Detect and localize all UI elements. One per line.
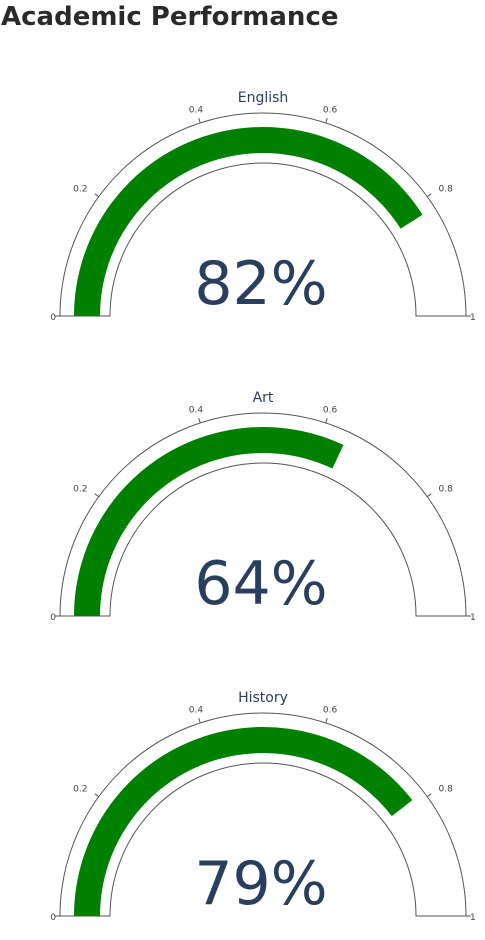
gauge-tick <box>325 718 328 724</box>
gauge-tick-label: 0.8 <box>439 484 454 494</box>
gauge-tick <box>325 118 328 124</box>
gauge-tick-label: 0.6 <box>323 406 338 416</box>
gauge-value-bar <box>74 727 413 916</box>
gauge-tick-label: 0.2 <box>73 484 87 494</box>
gauge-tick <box>94 193 100 198</box>
gauge-tick-label: 0 <box>50 913 56 923</box>
gauge-tick-label: 0.8 <box>439 784 454 794</box>
gauge-tick <box>94 793 100 798</box>
gauge-value-label: 82% <box>194 249 327 319</box>
gauge-tick-label: 0.6 <box>323 106 338 116</box>
gauge-tick-label: 0.2 <box>73 184 87 194</box>
gauge-tick <box>198 118 201 124</box>
gauge-value-bar <box>74 426 344 616</box>
gauge-tick-label: 0 <box>50 613 56 623</box>
page-title: Academic Performance <box>1 2 339 32</box>
gauge-tick <box>198 718 201 724</box>
gauge-tick <box>198 418 201 424</box>
gauge-tick-label: 1 <box>470 613 476 623</box>
gauge-tick-label: 0.4 <box>189 406 204 416</box>
gauge-title: English <box>238 90 289 106</box>
gauge-tick-label: 1 <box>470 913 476 923</box>
gauge-tick-label: 0.4 <box>189 706 204 716</box>
gauge-chart-history: 0 0.2 0.4 0.6 0.8 1 History 79% <box>50 690 476 923</box>
gauge-value-label: 64% <box>194 549 327 619</box>
gauge-tick-label: 0.2 <box>73 784 87 794</box>
gauge-tick <box>426 793 432 798</box>
gauge-tick-label: 0 <box>50 313 56 323</box>
gauge-value-label: 79% <box>194 849 327 919</box>
gauge-chart-art: 0 0.2 0.4 0.6 0.8 1 Art 64% <box>50 390 476 623</box>
gauge-tick-label: 0.4 <box>189 106 204 116</box>
gauge-tick <box>325 418 328 424</box>
gauge-tick-label: 0.8 <box>439 184 454 194</box>
gauge-title: Art <box>253 390 274 406</box>
gauge-tick-label: 1 <box>470 313 476 323</box>
gauge-title: History <box>238 690 288 706</box>
gauge-tick <box>426 193 432 198</box>
gauge-tick <box>94 493 100 498</box>
gauge-tick <box>426 493 432 498</box>
gauge-value-bar <box>74 127 423 316</box>
gauge-chart-english: 0 0.2 0.4 0.6 0.8 1 English 82% <box>50 90 476 323</box>
gauge-tick-label: 0.6 <box>323 706 338 716</box>
